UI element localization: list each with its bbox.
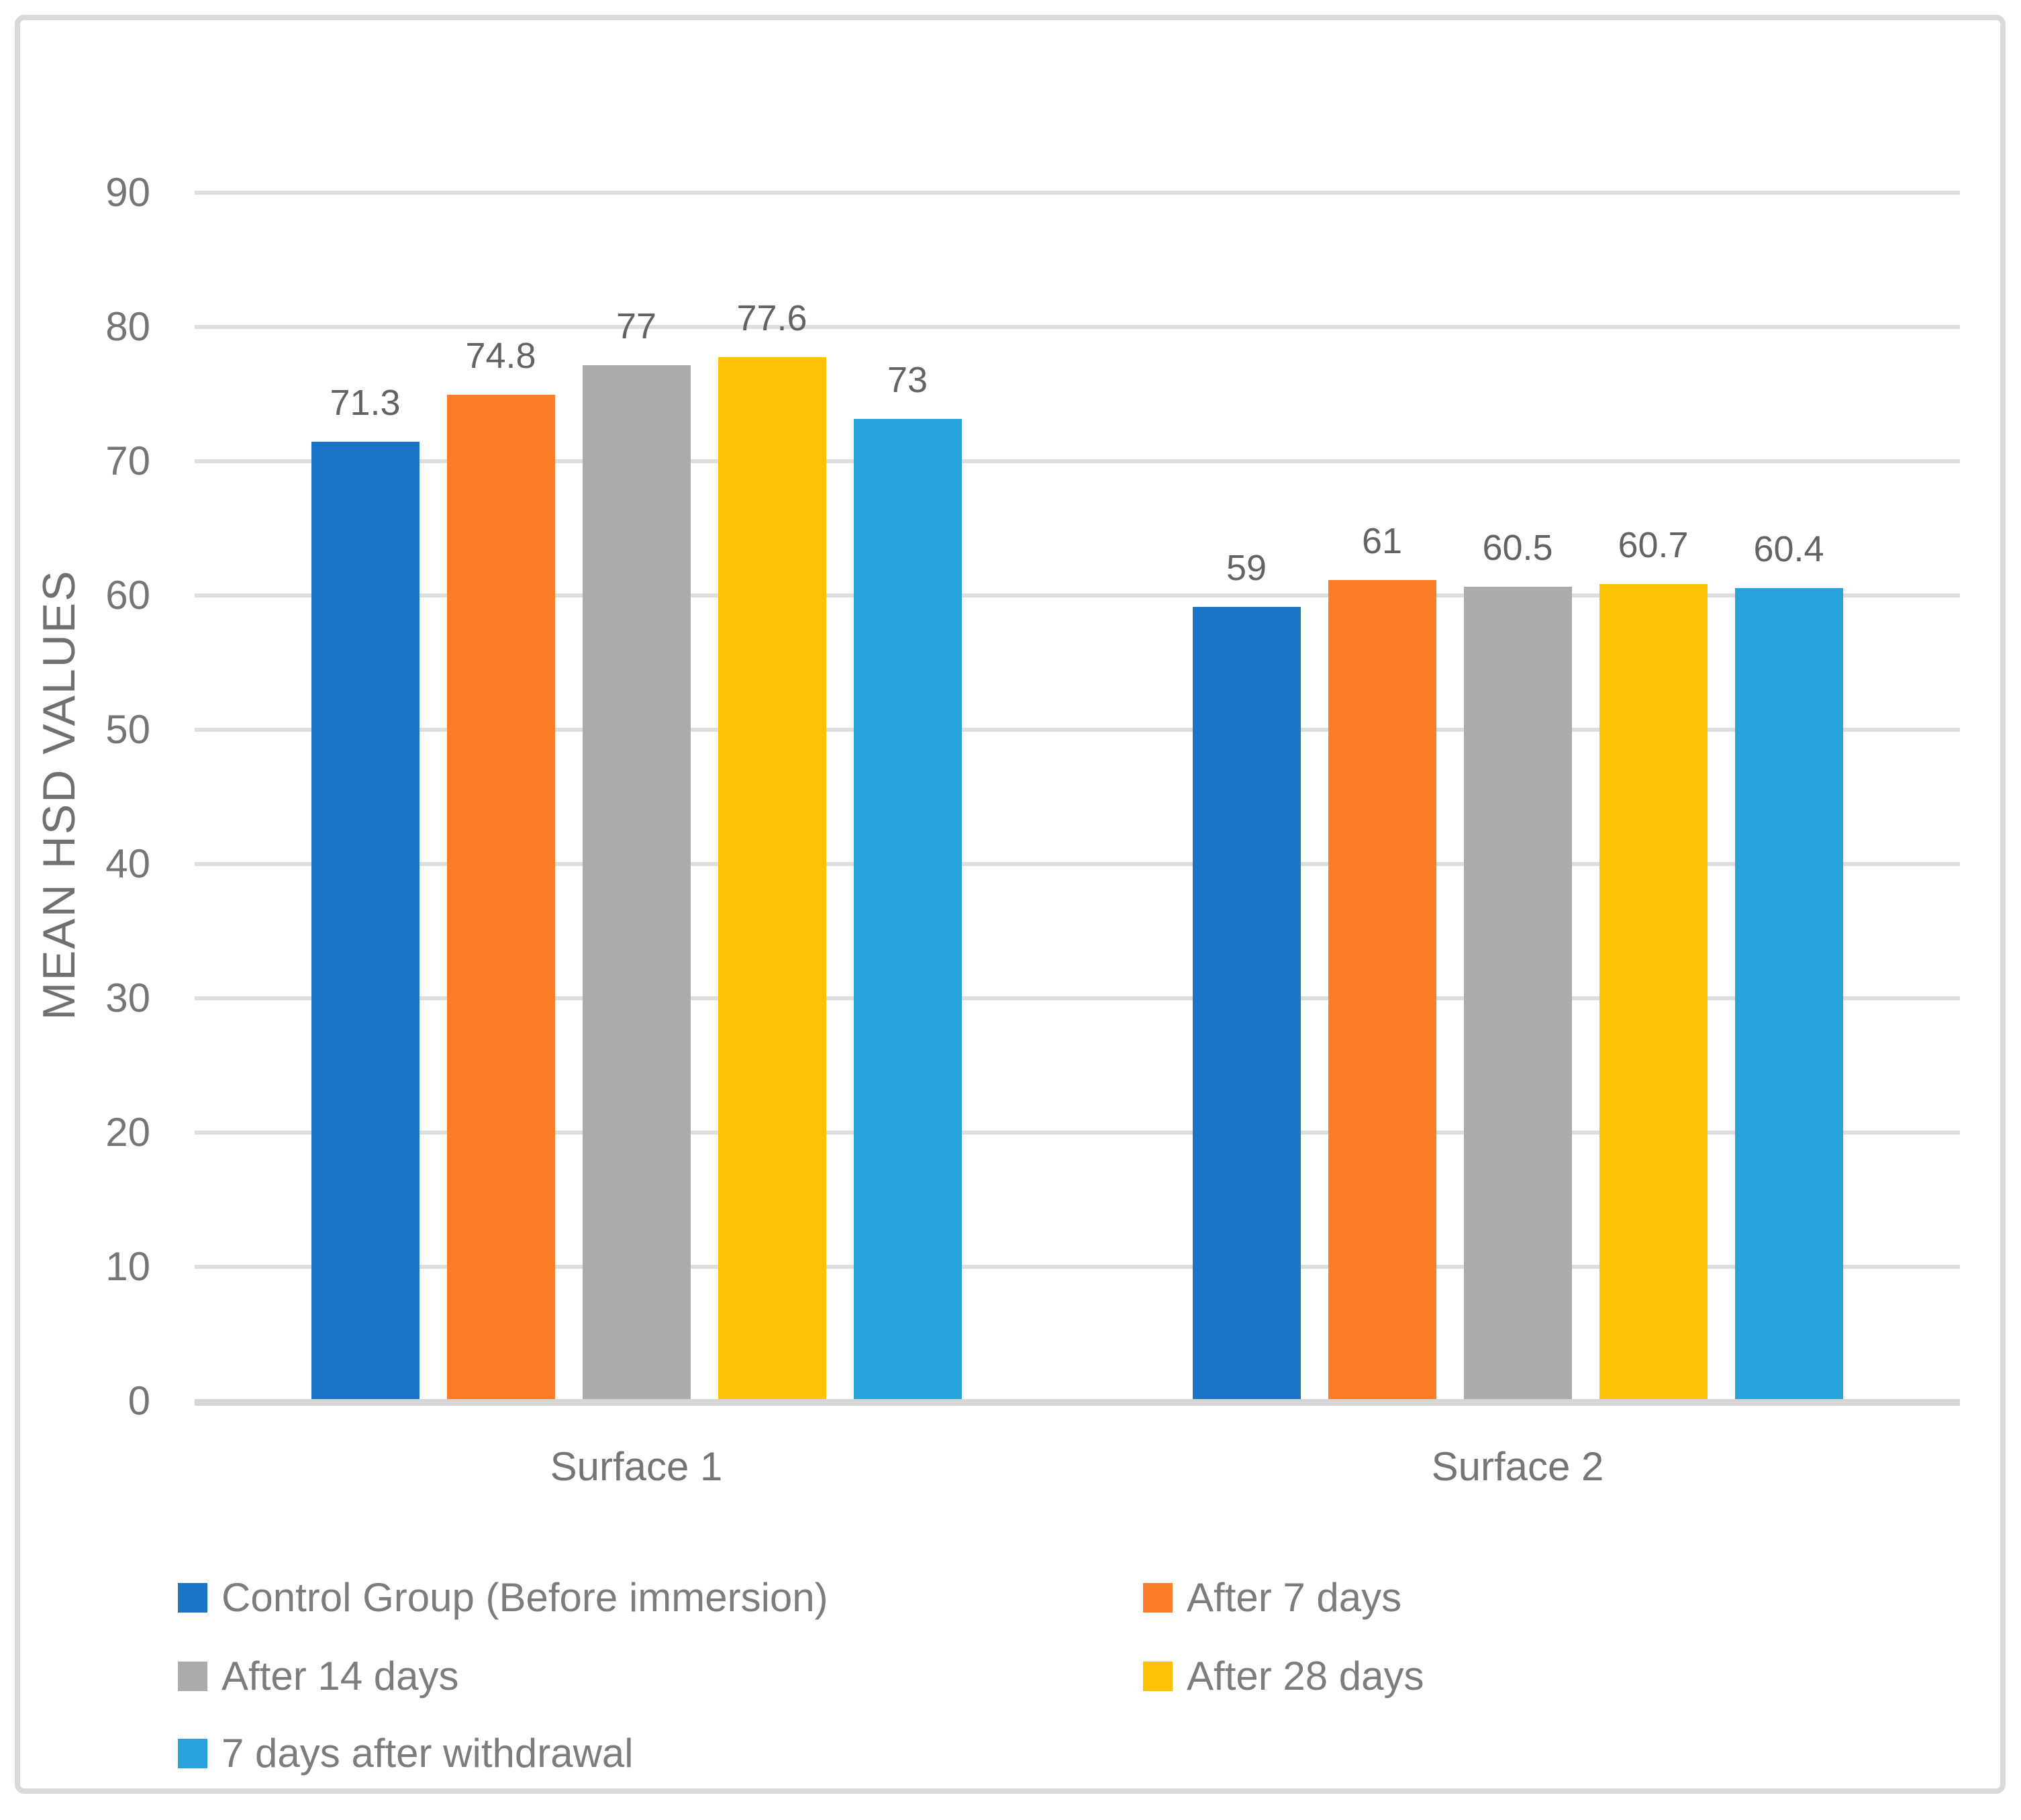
- bar: [582, 365, 691, 1399]
- bar: [311, 442, 420, 1399]
- legend-swatch: [1143, 1662, 1173, 1691]
- bar: [1734, 588, 1843, 1399]
- legend-swatch: [1143, 1583, 1173, 1613]
- gridline: [195, 459, 1960, 463]
- x-category-label: Surface 1: [550, 1444, 723, 1489]
- y-tick-label: 80: [105, 304, 150, 349]
- legend-label: After 7 days: [1187, 1575, 1402, 1620]
- bar-value-label: 77: [615, 306, 657, 346]
- gridline: [195, 325, 1960, 329]
- bar-value-label: 59: [1226, 548, 1267, 588]
- legend-swatch: [178, 1662, 207, 1691]
- bar-value-label: 71.3: [330, 383, 401, 423]
- bar: [853, 419, 962, 1399]
- legend-swatch: [178, 1583, 207, 1613]
- y-tick-label: 30: [105, 975, 150, 1020]
- gridline: [195, 1131, 1960, 1135]
- y-tick-label: 20: [105, 1110, 150, 1155]
- legend-label: Control Group (Before immersion): [221, 1575, 828, 1620]
- gridline: [195, 1265, 1960, 1269]
- bar-value-label: 60.4: [1753, 529, 1824, 569]
- y-axis-title: MEAN HSD VALUES: [34, 569, 85, 1020]
- bar: [1463, 587, 1572, 1399]
- y-tick-label: 10: [105, 1244, 150, 1289]
- gridline: [195, 862, 1960, 866]
- bar: [1328, 580, 1436, 1399]
- bar-value-label: 60.5: [1482, 528, 1553, 568]
- gridline: [195, 191, 1960, 195]
- legend-swatch: [178, 1739, 207, 1768]
- bar-value-label: 61: [1361, 521, 1403, 561]
- y-tick-label: 50: [105, 707, 150, 752]
- y-tick-label: 90: [105, 170, 150, 215]
- legend-label: After 14 days: [221, 1654, 459, 1698]
- gridline: [195, 728, 1960, 732]
- y-tick-label: 40: [105, 841, 150, 886]
- bar: [718, 357, 826, 1399]
- legend-label: 7 days after withdrawal: [221, 1731, 634, 1776]
- gridline: [195, 593, 1960, 597]
- bar: [1192, 607, 1301, 1399]
- bar-value-label: 60.7: [1618, 525, 1689, 565]
- x-category-label: Surface 2: [1431, 1444, 1604, 1489]
- y-tick-label: 70: [105, 438, 150, 483]
- bar-value-label: 74.8: [465, 336, 536, 376]
- y-tick-label: 60: [105, 573, 150, 618]
- bar-value-label: 73: [887, 360, 928, 400]
- y-tick-label: 0: [128, 1378, 150, 1423]
- x-axis-line: [195, 1399, 1960, 1406]
- legend-label: After 28 days: [1187, 1654, 1424, 1698]
- bar-value-label: 77.6: [736, 298, 807, 338]
- bar: [446, 395, 555, 1399]
- chart-border: [15, 15, 2006, 1794]
- bar: [1599, 584, 1708, 1399]
- gridline: [195, 996, 1960, 1000]
